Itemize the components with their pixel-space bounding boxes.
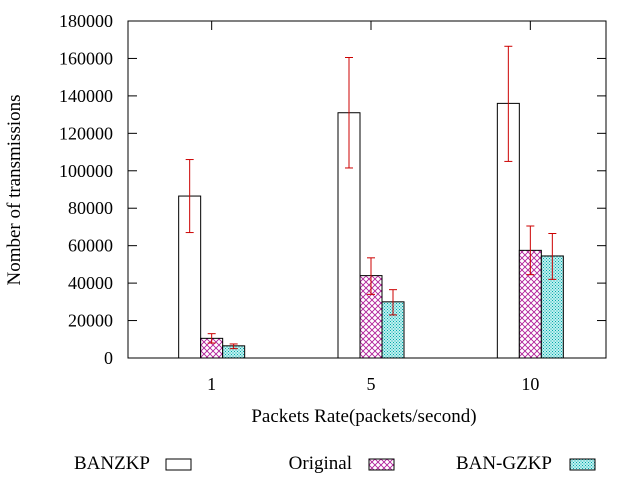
y-tick-label: 140000 [59, 86, 113, 106]
legend-label: BAN-GZKP [456, 453, 552, 474]
y-tick-label: 180000 [59, 11, 113, 31]
legend-label: Original [289, 453, 352, 474]
error-bar [229, 343, 238, 350]
error-bar [185, 159, 194, 234]
error-bar [526, 225, 535, 276]
x-axis-title: Packets Rate(packets/second) [251, 406, 476, 427]
x-tick-label: 5 [367, 374, 376, 394]
legend-swatch [368, 458, 395, 471]
y-axis: 0 20000 40000 60000 80000 100000 120000 140000 1… [59, 11, 606, 368]
x-tick-label: 1 [207, 374, 216, 394]
bars [178, 102, 564, 359]
y-tick-label: 80000 [68, 198, 113, 218]
error-bar [345, 57, 353, 169]
error-bar [548, 232, 557, 280]
y-tick-label: 60000 [68, 236, 113, 256]
y-tick-label: 120000 [59, 123, 113, 143]
y-tick-label: 0 [104, 348, 113, 368]
x-tick-label: 10 [521, 374, 539, 394]
x-axis: 1 5 10 [207, 21, 539, 394]
y-tick-label: 100000 [59, 161, 113, 181]
error-bar [389, 289, 397, 316]
legend-swatch [165, 458, 192, 471]
y-axis-title: Nomber of transmissions [4, 94, 25, 285]
error-bars [185, 45, 557, 350]
error-bar [367, 257, 375, 295]
error-bar [504, 45, 513, 162]
legend-swatch [569, 458, 596, 471]
y-tick-label: 40000 [68, 273, 113, 293]
y-tick-label: 160000 [59, 48, 113, 68]
legend-label: BANZKP [74, 453, 150, 474]
legend: BANZKP Original BAN-GZKP [74, 453, 596, 474]
error-bar [207, 333, 216, 344]
y-tick-label: 20000 [68, 311, 113, 331]
